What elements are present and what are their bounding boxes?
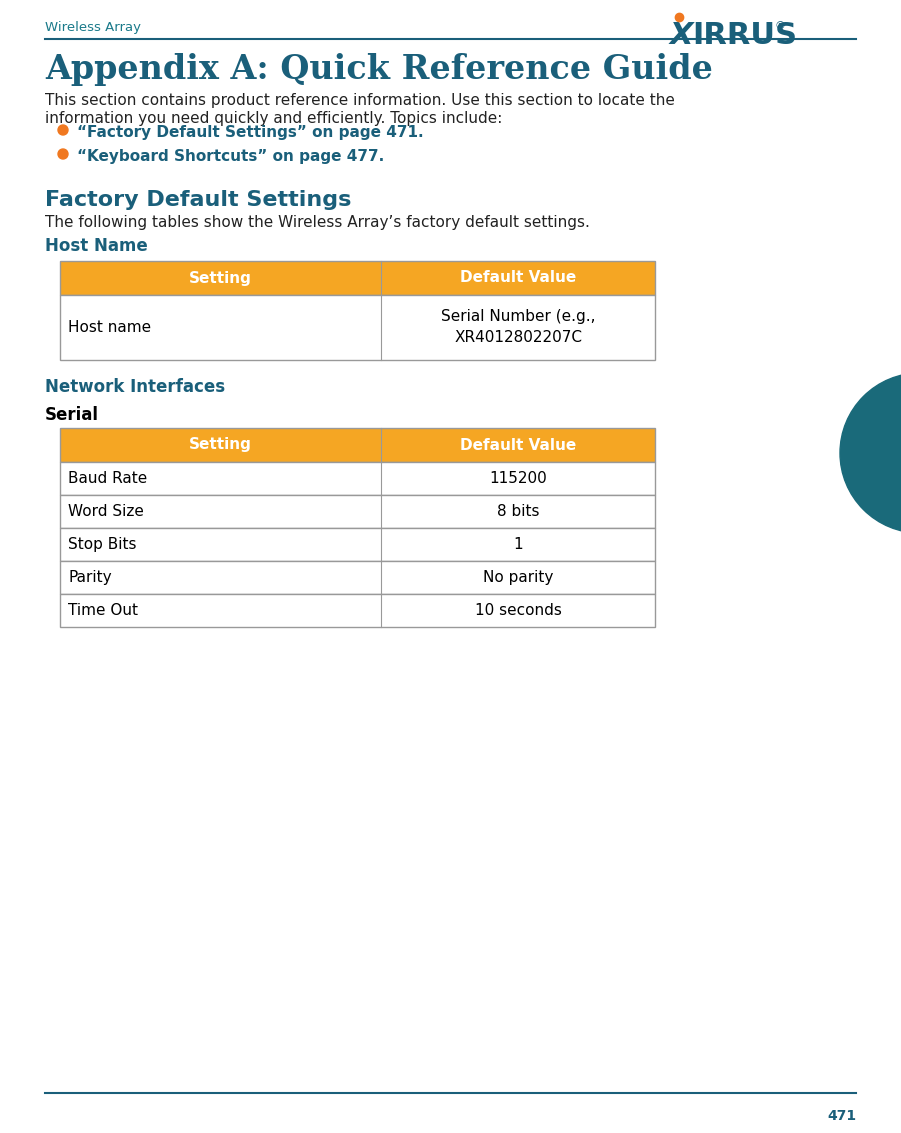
Text: Network Interfaces: Network Interfaces [45,378,225,397]
Text: X: X [670,22,694,50]
Text: Serial Number (e.g.,
XR4012802207C: Serial Number (e.g., XR4012802207C [441,309,596,346]
Text: 8 bits: 8 bits [496,504,540,519]
Text: IRRUS: IRRUS [692,22,797,50]
Text: No parity: No parity [483,570,553,585]
Text: 471: 471 [827,1109,856,1123]
Text: Setting: Setting [189,437,252,452]
Text: 1: 1 [514,537,523,552]
Text: Setting: Setting [189,271,252,286]
Text: This section contains product reference information. Use this section to locate : This section contains product reference … [45,93,675,108]
Text: The following tables show the Wireless Array’s factory default settings.: The following tables show the Wireless A… [45,215,590,230]
Text: 10 seconds: 10 seconds [475,603,561,617]
Circle shape [58,125,68,135]
FancyBboxPatch shape [60,495,655,528]
Text: Stop Bits: Stop Bits [68,537,136,552]
Text: “Keyboard Shortcuts” on page 477.: “Keyboard Shortcuts” on page 477. [77,150,384,164]
Text: information you need quickly and efficiently. Topics include:: information you need quickly and efficie… [45,111,503,126]
Circle shape [58,150,68,159]
FancyBboxPatch shape [60,561,655,594]
Text: Baud Rate: Baud Rate [68,471,147,486]
FancyBboxPatch shape [60,295,655,360]
FancyBboxPatch shape [60,528,655,561]
FancyBboxPatch shape [60,428,655,462]
Text: Time Out: Time Out [68,603,138,617]
Text: ®: ® [775,22,786,31]
Text: Wireless Array: Wireless Array [45,22,141,34]
Text: Word Size: Word Size [68,504,144,519]
FancyBboxPatch shape [60,462,655,495]
Text: Appendix A: Quick Reference Guide: Appendix A: Quick Reference Guide [45,53,713,86]
Text: Default Value: Default Value [460,437,577,452]
Circle shape [840,373,901,533]
FancyBboxPatch shape [60,594,655,627]
Text: Host name: Host name [68,320,151,335]
Text: Factory Default Settings: Factory Default Settings [45,190,351,210]
Text: 115200: 115200 [489,471,547,486]
Text: Host Name: Host Name [45,237,148,255]
Text: “Factory Default Settings” on page 471.: “Factory Default Settings” on page 471. [77,125,423,140]
Text: Default Value: Default Value [460,271,577,286]
Text: Serial: Serial [45,406,99,424]
Text: Parity: Parity [68,570,112,585]
FancyBboxPatch shape [60,261,655,295]
